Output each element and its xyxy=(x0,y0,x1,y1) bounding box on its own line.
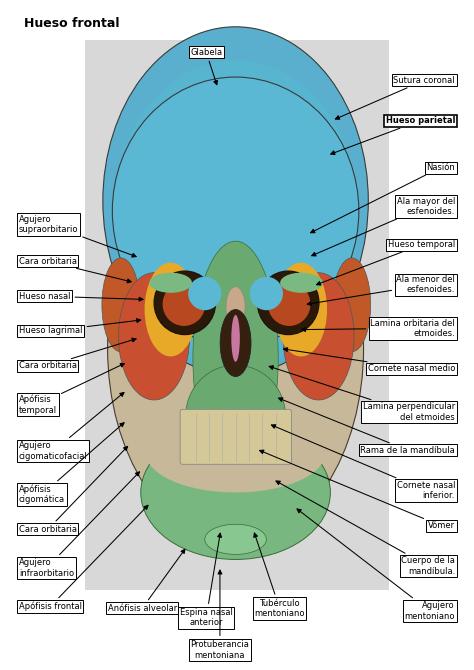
Text: Sutura coronal: Sutura coronal xyxy=(336,76,455,119)
Text: Hueso lagrimal: Hueso lagrimal xyxy=(19,319,141,336)
Text: Nasión: Nasión xyxy=(310,163,455,232)
Text: Glabela: Glabela xyxy=(190,48,222,84)
Text: Anófisis alveolar: Anófisis alveolar xyxy=(108,549,185,613)
Text: Hueso temporal: Hueso temporal xyxy=(317,240,455,285)
Ellipse shape xyxy=(280,273,323,293)
Text: Protuberancia
mentoniana: Protuberancia mentoniana xyxy=(191,570,249,659)
Ellipse shape xyxy=(108,154,364,543)
Text: Cara orbitaria: Cara orbitaria xyxy=(19,257,131,283)
Ellipse shape xyxy=(149,273,192,293)
Text: Hueso parietal: Hueso parietal xyxy=(331,116,455,155)
Ellipse shape xyxy=(250,277,283,310)
Text: Agujero
mentoniano: Agujero mentoniano xyxy=(297,509,455,620)
Ellipse shape xyxy=(103,27,368,375)
Text: Hueso frontal: Hueso frontal xyxy=(24,17,119,29)
Ellipse shape xyxy=(275,263,327,356)
Ellipse shape xyxy=(226,287,245,327)
Text: Agujero
cigomaticofacial: Agujero cigomaticofacial xyxy=(19,393,124,460)
Ellipse shape xyxy=(112,77,359,345)
Text: Cornete nasal medio: Cornete nasal medio xyxy=(283,348,455,373)
Ellipse shape xyxy=(141,425,330,559)
Ellipse shape xyxy=(220,310,251,377)
Text: Rama de la mandíbula: Rama de la mandíbula xyxy=(279,398,455,455)
Ellipse shape xyxy=(231,315,240,362)
Ellipse shape xyxy=(257,271,319,334)
Text: Espina nasal
anterior: Espina nasal anterior xyxy=(180,533,233,627)
Text: Vómer: Vómer xyxy=(260,450,455,531)
FancyBboxPatch shape xyxy=(180,409,292,464)
FancyBboxPatch shape xyxy=(85,40,389,590)
Ellipse shape xyxy=(268,283,310,326)
Text: Agujero
supraorbitario: Agujero supraorbitario xyxy=(19,215,136,257)
Text: Lamina perpendicular
del etmoides: Lamina perpendicular del etmoides xyxy=(269,366,455,421)
Text: Cara orbitaria: Cara orbitaria xyxy=(19,446,128,534)
Ellipse shape xyxy=(154,271,216,334)
Text: Apófisis
cigomática: Apófisis cigomática xyxy=(19,423,124,505)
Text: Apófisis frontal: Apófisis frontal xyxy=(19,505,148,611)
Text: Hueso nasal: Hueso nasal xyxy=(19,291,143,302)
Text: Tubérculo
mentoniano: Tubérculo mentoniano xyxy=(254,533,305,618)
Text: Apófisis
temporal: Apófisis temporal xyxy=(19,363,124,415)
Ellipse shape xyxy=(146,412,326,492)
Ellipse shape xyxy=(118,273,190,400)
Ellipse shape xyxy=(102,258,140,352)
Ellipse shape xyxy=(163,283,205,326)
Text: Agujero
infraorbitario: Agujero infraorbitario xyxy=(19,472,139,578)
Ellipse shape xyxy=(283,273,354,400)
Ellipse shape xyxy=(145,263,197,356)
Ellipse shape xyxy=(188,277,221,310)
Text: Ala mayor del
esfenoides.: Ala mayor del esfenoides. xyxy=(312,197,455,256)
Text: Cara orbitaria: Cara orbitaria xyxy=(19,338,136,371)
Ellipse shape xyxy=(193,241,278,476)
Ellipse shape xyxy=(112,60,359,369)
Text: Cuerpo de la
mandíbula.: Cuerpo de la mandíbula. xyxy=(276,481,455,576)
Text: Lamina orbitaria del
etmoides.: Lamina orbitaria del etmoides. xyxy=(301,319,455,338)
Text: Cornete nasal
inferior.: Cornete nasal inferior. xyxy=(272,425,455,500)
Ellipse shape xyxy=(186,365,285,466)
Text: Ala menor del
esfenoides.: Ala menor del esfenoides. xyxy=(307,275,455,306)
Ellipse shape xyxy=(333,258,371,352)
Ellipse shape xyxy=(205,524,266,555)
